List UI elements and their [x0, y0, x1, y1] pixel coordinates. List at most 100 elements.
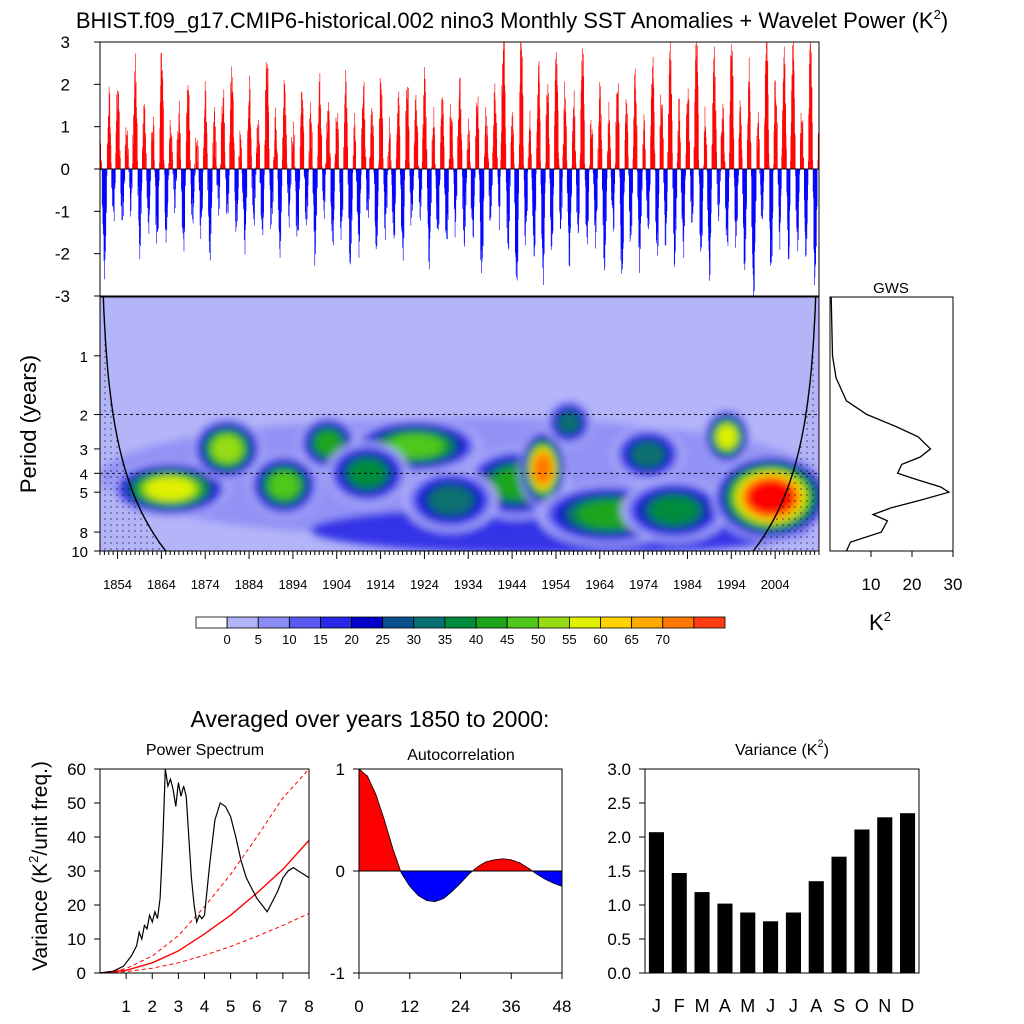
sst-anomaly-bar — [652, 66, 653, 169]
sst-anomaly-bar — [360, 169, 361, 194]
colorbar-label: 15 — [313, 632, 327, 647]
sst-anomaly-bar — [372, 125, 374, 169]
sst-anomaly-bar — [258, 142, 260, 169]
sst-anomaly-bar — [698, 159, 700, 169]
sst-anomaly-bar — [493, 131, 495, 169]
sst-anomaly-bar — [816, 169, 817, 247]
sst-anomaly-bar — [162, 79, 164, 169]
sst-anomaly-bar — [570, 169, 571, 229]
sst-anomaly-bar — [374, 169, 376, 222]
sst-anomaly-bar — [539, 82, 540, 169]
variance-bar — [740, 912, 756, 973]
sst-anomaly-bar — [701, 169, 703, 222]
sst-anomaly-bar — [266, 68, 267, 169]
sst-anomaly-bar — [736, 169, 738, 220]
sst-anomaly-bar — [269, 169, 271, 191]
sst-anomaly-bar — [189, 130, 191, 169]
wavelet-x-tick-label: 1914 — [366, 577, 395, 592]
sst-anomaly-bar — [249, 99, 251, 169]
wavelet-contour — [212, 435, 242, 462]
sst-anomaly-bar — [333, 169, 334, 246]
sst-anomaly-bar — [299, 146, 301, 169]
sst-anomaly-bar — [484, 153, 485, 169]
sst-anomaly-bar — [747, 140, 748, 169]
sst-anomaly-bar — [437, 169, 439, 229]
sst-anomaly-bar — [544, 169, 546, 194]
sst-anomaly-bar — [626, 103, 628, 169]
sst-anomaly-bar — [592, 133, 594, 169]
sst-anomaly-bar — [447, 169, 449, 215]
sst-anomaly-bar — [458, 119, 459, 169]
sst-anomaly-bar — [111, 169, 113, 179]
sst-anomaly-bar — [219, 169, 221, 187]
sst-anomaly-bar — [657, 169, 659, 233]
sst-anomaly-bar — [268, 112, 270, 169]
ac-y-tick-label: 1 — [336, 760, 345, 779]
sst-anomaly-bar — [317, 155, 318, 169]
sst-anomaly-bar — [679, 138, 681, 169]
sst-anomaly-bar — [414, 141, 415, 169]
sst-anomaly-bar — [276, 151, 278, 169]
sst-anomaly-bar — [216, 169, 218, 185]
sst-anomaly-bar — [387, 169, 388, 175]
sst-anomaly-bar — [563, 144, 564, 169]
sst-anomaly-bar — [556, 80, 557, 169]
sst-anomaly-bar — [247, 118, 249, 169]
sst-anomaly-bar — [242, 169, 244, 188]
autocorr-negative-area — [401, 870, 474, 902]
sst-anomaly-bar — [771, 169, 773, 241]
sst-anomaly-bar — [738, 133, 740, 169]
sst-anomaly-bar — [123, 169, 125, 182]
sst-anomaly-bar — [440, 143, 441, 169]
sst-anomaly-bar — [452, 158, 454, 169]
sst-anomaly-bar — [577, 169, 579, 234]
sst-anomaly-bar — [803, 157, 804, 169]
sst-anomaly-bar — [152, 140, 154, 169]
sst-anomaly-bar — [156, 169, 158, 232]
sst-anomaly-bar — [302, 107, 304, 169]
sst-anomaly-bar — [129, 169, 131, 217]
sst-anomaly-bar — [250, 124, 251, 169]
sst-anomaly-bar — [312, 166, 313, 169]
sst-anomaly-bar — [161, 52, 162, 169]
sst-anomaly-bar — [358, 169, 359, 226]
sst-anomaly-bar — [654, 169, 656, 171]
sst-anomaly-bar — [775, 80, 776, 169]
sst-anomaly-bar — [257, 149, 258, 169]
sst-anomaly-bar — [620, 169, 622, 249]
sst-anomaly-bar — [220, 164, 221, 169]
sst-anomaly-bar — [447, 169, 449, 220]
sst-anomaly-bar — [465, 169, 467, 206]
sst-anomaly-bar — [782, 110, 783, 169]
sst-anomaly-bar — [211, 169, 212, 204]
sst-anomaly-bar — [395, 169, 396, 204]
sst-anomaly-bar — [365, 157, 366, 169]
sst-anomaly-bar — [599, 99, 600, 169]
sst-anomaly-bar — [783, 46, 785, 170]
sst-anomaly-bar — [573, 108, 574, 169]
sst-anomaly-bar — [168, 169, 170, 176]
sst-anomaly-bar — [320, 104, 321, 169]
sst-anomaly-bar — [475, 137, 477, 169]
sst-anomaly-bar — [154, 160, 155, 169]
sst-anomaly-bar — [680, 169, 682, 193]
sst-anomaly-bar — [763, 169, 765, 182]
sst-anomaly-bar — [690, 169, 692, 202]
sst-anomaly-bar — [204, 81, 206, 169]
sst-anomaly-bar — [575, 163, 577, 169]
sst-anomaly-bar — [573, 106, 575, 169]
sst-anomaly-bar — [804, 169, 806, 232]
sst-anomaly-bar — [147, 169, 149, 223]
sst-anomaly-bar — [634, 85, 636, 169]
sst-anomaly-bar — [467, 134, 469, 169]
sst-anomaly-bar — [398, 110, 399, 169]
sst-anomaly-bar — [654, 153, 656, 169]
sst-anomaly-bar — [218, 169, 220, 199]
sst-anomaly-bar — [294, 134, 295, 169]
sst-anomaly-bar — [382, 125, 383, 169]
sst-anomaly-bar — [516, 169, 517, 278]
sst-anomaly-bar — [288, 169, 290, 228]
sst-anomaly-bar — [527, 157, 529, 169]
sst-anomaly-bar — [489, 169, 491, 221]
sst-anomaly-bar — [261, 169, 262, 220]
